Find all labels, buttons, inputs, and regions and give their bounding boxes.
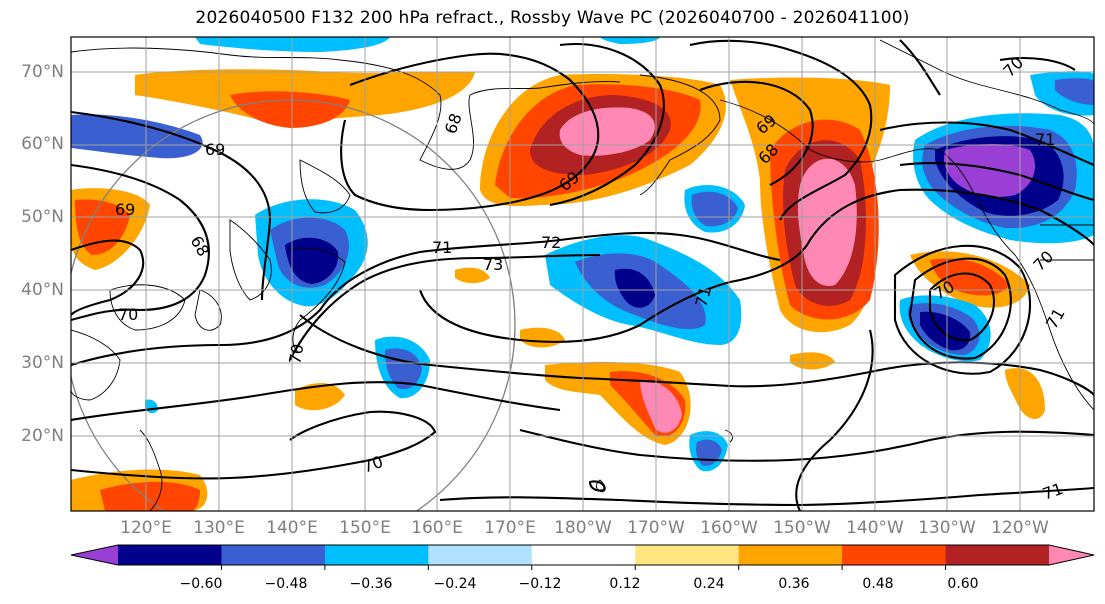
lon-label-120e: 120°E bbox=[120, 518, 172, 538]
colorbar-tick-label: 0.24 bbox=[693, 576, 725, 592]
contour-label: 71 bbox=[1035, 130, 1055, 149]
colorbar-outline bbox=[70, 544, 1095, 566]
lat-label-70n: 70°N bbox=[21, 62, 64, 82]
colorbar-min-extend bbox=[71, 545, 118, 565]
colorbar-segment bbox=[428, 545, 533, 565]
radius-ring bbox=[71, 99, 516, 511]
lon-label-170w: 170°W bbox=[627, 518, 685, 538]
colorbar-segment bbox=[945, 545, 1050, 565]
colorbar-segment bbox=[635, 545, 740, 565]
colorbar-segment bbox=[531, 545, 636, 565]
map-frame bbox=[70, 36, 1095, 512]
colorbar-tick-label: 0.36 bbox=[778, 576, 810, 592]
contour-label: 69 bbox=[205, 140, 225, 159]
colorbar-max-extend bbox=[1049, 545, 1094, 565]
lon-label-160w: 160°W bbox=[700, 518, 758, 538]
contour-label: 71 bbox=[692, 284, 716, 309]
lon-label-130e: 130°E bbox=[193, 518, 245, 538]
contour-label: 70 bbox=[285, 342, 307, 365]
lat-label-60n: 60°N bbox=[21, 134, 64, 154]
lon-label-130w: 130°W bbox=[918, 518, 976, 538]
colorbar-tick-label: −0.60 bbox=[179, 576, 223, 592]
lon-label-150w: 150°W bbox=[773, 518, 831, 538]
graticule bbox=[71, 37, 1094, 511]
lon-label-140w: 140°W bbox=[846, 518, 904, 538]
contour-label: 72 bbox=[541, 233, 561, 252]
map-title: 2026040500 F132 200 hPa refract., Rossby… bbox=[195, 8, 910, 28]
contour-label: 73 bbox=[483, 255, 503, 274]
colorbar-tick-label: −0.24 bbox=[433, 576, 477, 592]
lon-label-180w: 180°W bbox=[554, 518, 612, 538]
coastlines bbox=[71, 39, 1094, 511]
colorbar-segment bbox=[842, 545, 947, 565]
contours bbox=[71, 39, 1094, 511]
lon-label-120w: 120°W bbox=[991, 518, 1049, 538]
lat-label-50n: 50°N bbox=[21, 207, 64, 227]
colorbar-segment bbox=[324, 545, 429, 565]
colorbar-tick-label: −0.36 bbox=[349, 576, 393, 592]
lon-label-140e: 140°E bbox=[266, 518, 318, 538]
lat-label-20n: 20°N bbox=[21, 426, 64, 446]
colorbar bbox=[70, 544, 1095, 570]
colorbar-segment bbox=[738, 545, 843, 565]
lat-label-40n: 40°N bbox=[21, 280, 64, 300]
contour-label: 69 bbox=[115, 200, 135, 219]
colorbar-tick-label: 0.60 bbox=[947, 576, 979, 592]
colorbar-tick-label: 0.48 bbox=[862, 576, 894, 592]
lat-label-30n: 30°N bbox=[21, 353, 64, 373]
colorbar-tick-label: 0.12 bbox=[609, 576, 641, 592]
contour-label: 71 bbox=[432, 238, 452, 257]
lon-label-150e: 150°E bbox=[339, 518, 391, 538]
colorbar-tick-label: −0.48 bbox=[264, 576, 308, 592]
lon-label-160e: 160°E bbox=[411, 518, 463, 538]
contour-label: 70 bbox=[118, 305, 138, 324]
colorbar-tick-label: −0.12 bbox=[518, 576, 562, 592]
colorbar-segment bbox=[118, 545, 222, 565]
colorbar-segment bbox=[221, 545, 326, 565]
lon-label-170e: 170°E bbox=[484, 518, 536, 538]
